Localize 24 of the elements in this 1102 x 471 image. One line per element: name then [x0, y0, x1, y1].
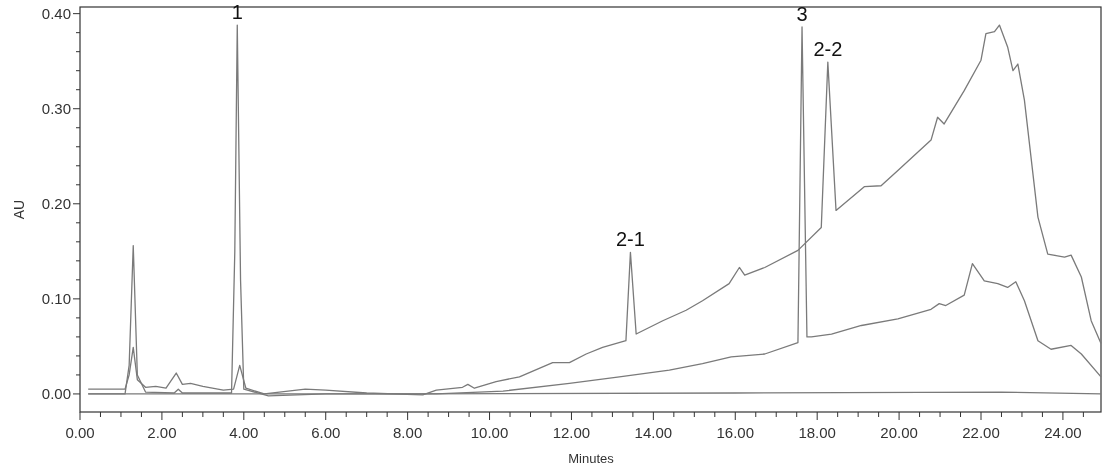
x-tick-label: 24.00	[1044, 424, 1082, 441]
x-tick-label: 8.00	[393, 424, 423, 441]
annotation: 2-1	[615, 228, 645, 251]
annotation: 1	[231, 1, 243, 24]
x-tick-label: 12.00	[552, 424, 591, 441]
x-tick-label: 14.00	[634, 424, 673, 441]
x-tick-label: 22.00	[962, 424, 1000, 441]
y-tick-label: 0.20	[41, 195, 71, 213]
x-tick-label: 20.00	[880, 424, 918, 441]
x-tick-label: 6.00	[311, 424, 341, 441]
y-tick-label: 0.00	[41, 385, 71, 403]
annotation: 2-2	[813, 38, 843, 61]
y-axis-title: AU	[11, 199, 27, 220]
x-tick-label: 16.00	[716, 424, 755, 441]
y-tick-label: 0.30	[41, 99, 71, 117]
x-tick-label: 4.00	[229, 424, 259, 441]
x-tick-label: 2.00	[147, 424, 177, 441]
x-tick-label: 10.00	[470, 424, 509, 441]
x-tick-label: 0.00	[65, 424, 95, 441]
x-axis-title: Minutes	[568, 451, 615, 466]
x-tick-label: 18.00	[798, 424, 836, 441]
y-tick-label: 0.40	[41, 4, 71, 22]
annotation: 3	[796, 2, 808, 25]
y-tick-label: 0.10	[41, 290, 71, 308]
